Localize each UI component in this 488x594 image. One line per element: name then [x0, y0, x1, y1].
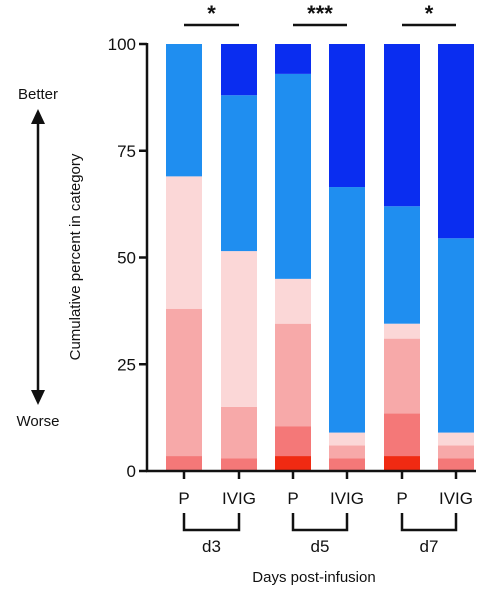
bar-segment	[384, 413, 420, 457]
y-tick-label: 50	[117, 249, 136, 268]
bar-segment	[166, 44, 202, 177]
bar-segment	[384, 323, 420, 339]
bar-segment	[275, 73, 311, 279]
group-label: d3	[202, 537, 221, 556]
group-label: d5	[311, 537, 330, 556]
bar-segment	[221, 458, 257, 471]
bar-segment	[329, 458, 365, 471]
bars-layer	[166, 44, 474, 471]
significance-markers: * *** *	[184, 1, 456, 27]
x-tick-label: IVIG	[222, 489, 256, 508]
bar-segment	[166, 176, 202, 309]
bar-segment	[329, 432, 365, 446]
worse-label: Worse	[16, 413, 59, 430]
bar-segment	[221, 95, 257, 252]
bar-segment	[384, 44, 420, 207]
significance-label: *	[207, 1, 216, 26]
bar-segment	[384, 456, 420, 471]
group-bracket	[182, 513, 241, 532]
group-label: d7	[420, 537, 439, 556]
y-tick-label: 0	[127, 462, 136, 481]
y-tick-label: 100	[108, 35, 136, 54]
bar-segment	[221, 251, 257, 407]
bar-segment	[275, 278, 311, 324]
x-tick-label: P	[396, 489, 407, 508]
bar-segment	[438, 445, 474, 459]
x-tick-label: P	[287, 489, 298, 508]
significance-label: *	[425, 1, 434, 26]
better-label: Better	[18, 86, 58, 103]
bar-segment	[275, 323, 311, 427]
x-tick-label: IVIG	[439, 489, 473, 508]
significance-label: ***	[307, 1, 333, 26]
y-tick-label: 25	[117, 355, 136, 374]
bar-segment	[275, 456, 311, 471]
bar-segment	[166, 308, 202, 457]
bar-segment	[329, 445, 365, 459]
y-axis-title: Cumulative percent in category	[67, 153, 84, 360]
x-axis: P IVIG P IVIG P IVIG	[146, 469, 476, 508]
y-tick-label: 75	[117, 142, 136, 161]
bar-segment	[275, 426, 311, 457]
bar-segment	[384, 338, 420, 414]
y-axis: 0 25 50 75 100	[108, 35, 149, 481]
arrow-down-icon	[31, 390, 45, 405]
bar-segment	[438, 44, 474, 239]
x-tick-label: IVIG	[330, 489, 364, 508]
bar-segment	[221, 406, 257, 459]
bar-segment	[275, 44, 311, 74]
arrow-up-icon	[31, 109, 45, 124]
bar-segment	[438, 458, 474, 471]
bar-segment	[384, 206, 420, 324]
bar-segment	[329, 44, 365, 188]
group-bracket	[400, 513, 458, 532]
group-brackets: d3 d5 d7	[182, 513, 458, 556]
x-tick-label: P	[178, 489, 189, 508]
bar-segment	[329, 187, 365, 433]
better-worse-indicator: Better Worse	[16, 86, 59, 430]
bar-segment	[166, 456, 202, 471]
x-axis-title: Days post-infusion	[252, 569, 375, 586]
bar-segment	[221, 44, 257, 96]
group-bracket	[291, 513, 349, 532]
bar-segment	[438, 432, 474, 446]
bar-segment	[438, 238, 474, 433]
